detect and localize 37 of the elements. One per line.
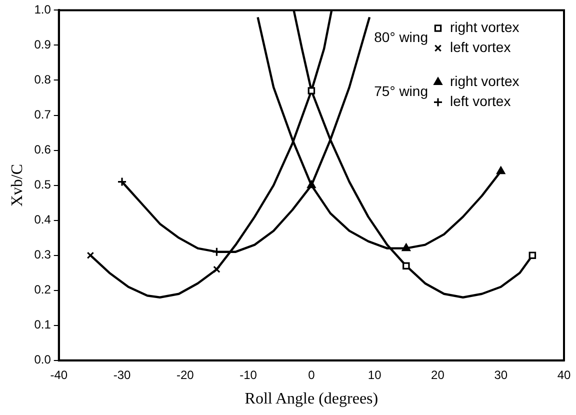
point — [307, 180, 316, 188]
x-tick-label: 20 — [431, 368, 445, 382]
y-tick-label: 0.8 — [34, 72, 52, 87]
y-axis-title: Xvb/C — [8, 164, 26, 207]
legend-label: left vortex — [450, 39, 511, 56]
x-tick-label: 10 — [368, 368, 382, 382]
point — [117, 177, 127, 187]
point — [402, 262, 410, 270]
y-tick-label: 0.9 — [34, 38, 52, 52]
y-tick-label: 0.0 — [34, 352, 52, 367]
x-tick-label: -10 — [240, 368, 258, 382]
annotation: 80° wing — [374, 29, 428, 46]
y-tick-label: 0.4 — [34, 212, 52, 227]
x-tick-label: -30 — [113, 368, 132, 382]
legend-label: right vortex — [450, 73, 520, 90]
y-tick-label: 0.6 — [34, 142, 52, 157]
x-tick-label: 0 — [308, 368, 316, 382]
y-tick-label: 1.0 — [34, 2, 52, 17]
point — [213, 266, 220, 273]
point — [308, 87, 316, 94]
legend-label: left vortex — [450, 93, 511, 110]
y-tick-label: 0.1 — [34, 318, 52, 332]
y-tick-label: 0.3 — [34, 248, 52, 262]
point — [528, 252, 536, 259]
x-tick-label: -20 — [176, 368, 194, 382]
point — [496, 166, 506, 174]
annotation: 75° wing — [374, 83, 428, 100]
point — [402, 244, 410, 252]
x-tick-label: -40 — [50, 368, 68, 382]
legend-label: right vortex — [450, 19, 520, 36]
y-tick-label: 0.7 — [34, 108, 52, 122]
x-axis-title: Roll Angle (degrees) — [244, 390, 378, 408]
y-tick-label: 0.2 — [34, 282, 52, 297]
y-tick-label: 0.5 — [34, 178, 52, 192]
x-tick-label: 40 — [557, 368, 571, 382]
x-tick-label: 30 — [494, 368, 508, 382]
point — [86, 252, 94, 259]
